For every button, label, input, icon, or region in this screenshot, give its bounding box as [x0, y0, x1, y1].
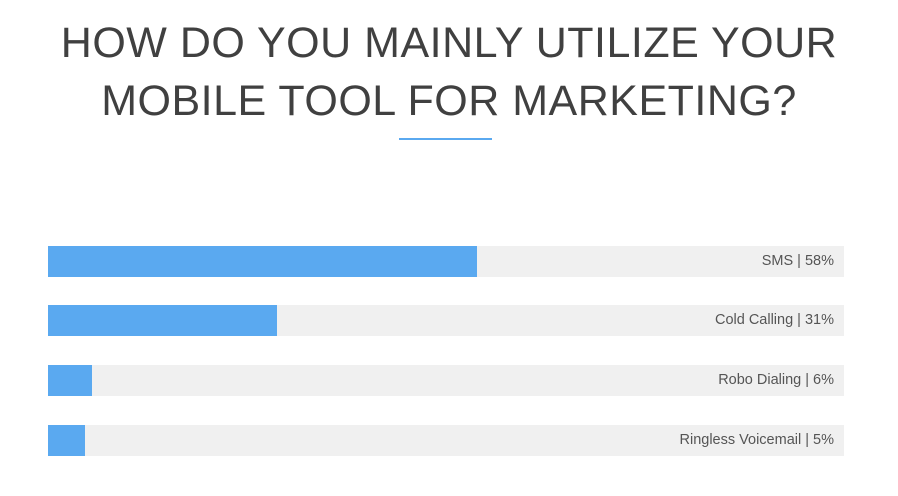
bar-fill-ringless-voicemail — [48, 425, 85, 456]
bar-track — [48, 365, 844, 396]
title-divider — [399, 138, 492, 140]
bar-row-ringless-voicemail: Ringless Voicemail | 5% — [48, 425, 844, 456]
title-line-1: HOW DO YOU MAINLY UTILIZE YOUR — [60, 19, 838, 67]
bar-chart: SMS | 58% Cold Calling | 31% Robo Dialin… — [48, 246, 844, 458]
bar-label-ringless-voicemail: Ringless Voicemail | 5% — [679, 432, 834, 448]
title-line-2: MOBILE TOOL FOR MARKETING? — [101, 77, 797, 125]
bar-row-cold-calling: Cold Calling | 31% — [48, 305, 844, 336]
bar-label-sms: SMS | 58% — [761, 253, 834, 269]
bar-row-sms: SMS | 58% — [48, 246, 844, 277]
bar-track — [48, 425, 844, 456]
bar-fill-cold-calling — [48, 305, 277, 336]
bar-fill-sms — [48, 246, 477, 277]
bar-fill-robo-dialing — [48, 365, 92, 396]
bar-row-robo-dialing: Robo Dialing | 6% — [48, 365, 844, 396]
page-title: HOW DO YOU MAINLY UTILIZE YOUR MOBILE TO… — [0, 14, 898, 130]
bar-label-cold-calling: Cold Calling | 31% — [714, 312, 834, 328]
bar-label-robo-dialing: Robo Dialing | 6% — [718, 372, 834, 388]
